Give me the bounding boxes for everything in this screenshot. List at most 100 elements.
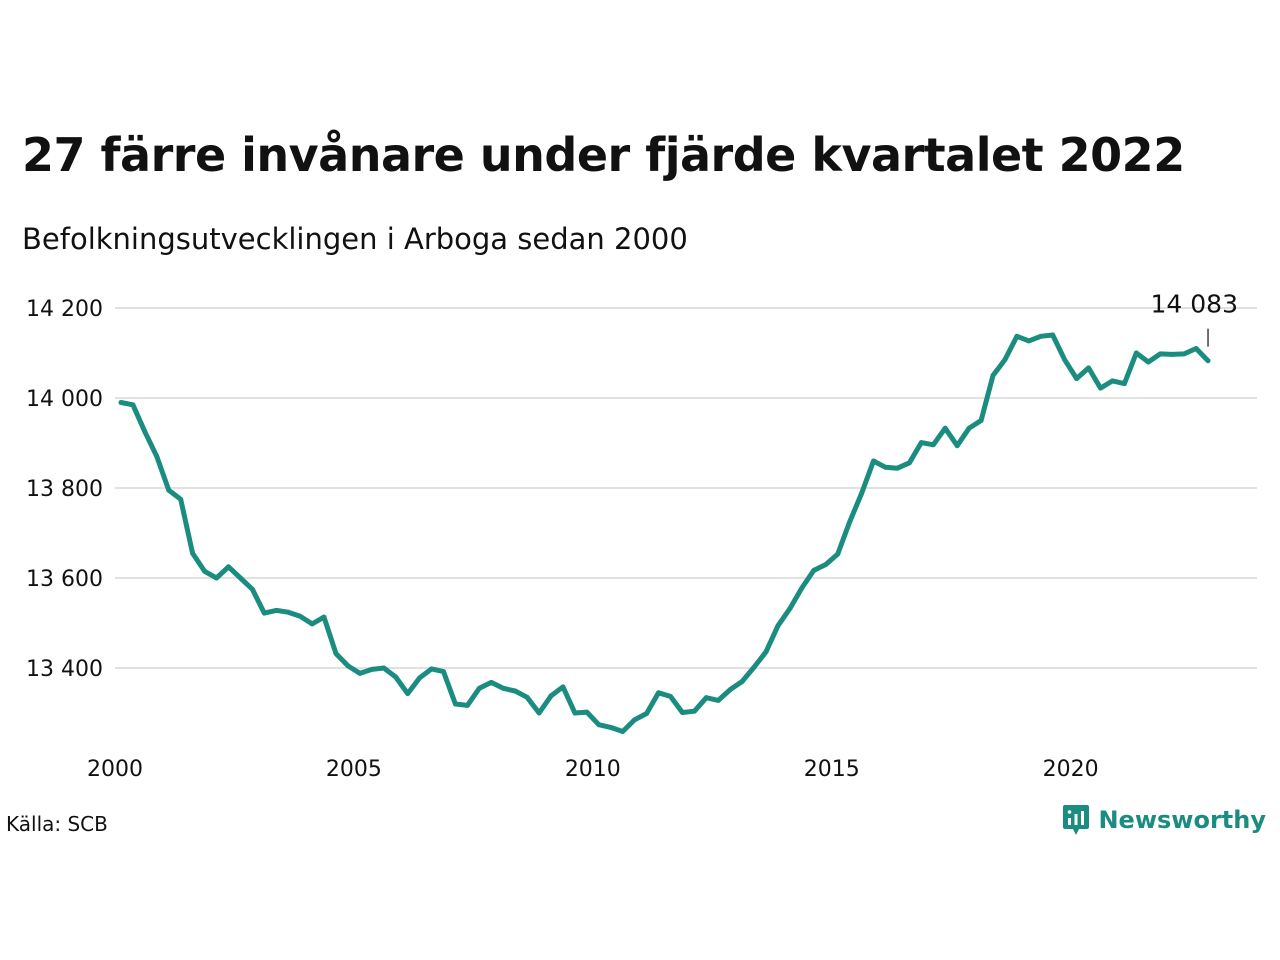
data-point-2001Q3: [190, 550, 196, 556]
data-point-2022Q3: [1193, 346, 1199, 351]
data-point-2015Q1: [835, 551, 841, 557]
y-tick-label: 13 400: [26, 657, 103, 682]
data-point-2022Q2: [1181, 351, 1187, 357]
data-point-2016Q3: [907, 460, 912, 466]
data-point-2020Q3: [1098, 385, 1103, 391]
data-point-2014Q4: [823, 562, 829, 567]
annotation-layer: 14 083: [1151, 290, 1238, 347]
data-point-2000Q4: [154, 454, 160, 459]
data-point-2013Q1: [739, 679, 745, 684]
data-point-2018Q1: [978, 418, 984, 423]
data-point-2021Q1: [1122, 381, 1127, 386]
data-point-2006Q4: [441, 669, 446, 674]
x-tick-label: 2010: [565, 757, 621, 782]
y-tick-label: 14 200: [26, 297, 103, 322]
data-point-2005Q2: [369, 667, 375, 672]
data-point-2009Q4: [584, 709, 590, 715]
data-point-2004Q2: [321, 614, 327, 620]
data-point-2002Q4: [250, 586, 255, 592]
data-point-2014Q3: [811, 568, 817, 573]
data-point-2005Q1: [357, 671, 363, 676]
data-point-2008Q4: [536, 710, 542, 716]
data-point-2016Q4: [918, 440, 924, 445]
data-point-2010Q1: [596, 722, 602, 728]
data-point-2006Q1: [405, 691, 411, 696]
data-point-2000Q2: [130, 402, 136, 408]
last-value-label: 14 083: [1151, 290, 1238, 319]
y-tick-label: 13 800: [26, 477, 103, 502]
data-point-2007Q1: [453, 701, 458, 707]
data-point-2008Q2: [512, 688, 518, 694]
data-point-2019Q2: [1038, 333, 1044, 339]
data-point-2007Q3: [476, 685, 482, 691]
brand-name: Newsworthy: [1098, 806, 1266, 834]
data-point-2021Q3: [1145, 359, 1151, 365]
series-line: [118, 332, 1211, 734]
data-point-2000Q1: [118, 400, 124, 405]
data-point-2020Q2: [1086, 365, 1091, 371]
data-point-2020Q4: [1110, 378, 1115, 384]
series-layer: [118, 332, 1211, 734]
data-point-2009Q2: [560, 684, 566, 690]
data-point-2012Q3: [715, 698, 721, 703]
data-point-2014Q2: [799, 585, 805, 591]
data-point-2015Q4: [871, 458, 876, 464]
data-point-2020Q1: [1074, 376, 1079, 381]
data-point-2004Q4: [345, 663, 351, 669]
y-tick-label: 14 000: [26, 387, 103, 412]
data-point-2006Q2: [417, 675, 422, 681]
data-point-2017Q2: [942, 425, 948, 431]
gridlines: [115, 307, 1257, 669]
x-axis: 2000 2005 2010 2015 2020: [87, 757, 1099, 782]
data-point-2010Q4: [632, 717, 637, 723]
data-point-2002Q2: [226, 564, 231, 570]
data-point-2013Q2: [751, 664, 757, 670]
data-point-2018Q3: [1002, 357, 1008, 363]
data-point-2011Q2: [656, 690, 661, 696]
data-point-2003Q2: [273, 608, 279, 613]
data-point-2013Q3: [763, 649, 769, 655]
data-point-2003Q4: [297, 613, 303, 619]
data-point-2018Q4: [1014, 333, 1020, 339]
data-point-2012Q4: [727, 687, 733, 692]
data-point-2006Q3: [429, 666, 434, 672]
chart-subtitle: Befolkningsutvecklingen i Arboga sedan 2…: [22, 222, 688, 256]
data-point-2010Q2: [608, 725, 614, 730]
data-point-2018Q2: [990, 373, 996, 378]
chart-title: 27 färre invånare under fjärde kvartalet…: [22, 128, 1185, 182]
data-point-2004Q3: [333, 651, 339, 656]
data-point-2019Q1: [1026, 338, 1032, 344]
x-tick-label: 2020: [1043, 757, 1099, 782]
data-point-2001Q4: [202, 568, 208, 574]
newsworthy-logo-icon: [1063, 805, 1090, 835]
data-point-2010Q3: [620, 729, 626, 734]
data-point-2005Q4: [393, 674, 399, 680]
data-point-2014Q1: [787, 606, 793, 611]
data-point-2019Q3: [1050, 332, 1056, 338]
data-point-2011Q4: [680, 710, 685, 715]
data-point-2011Q1: [644, 711, 649, 716]
data-point-2011Q3: [668, 694, 673, 699]
data-point-2021Q2: [1133, 350, 1139, 356]
data-point-2022Q4: [1205, 358, 1211, 364]
data-point-2009Q3: [572, 710, 578, 716]
data-point-2016Q1: [883, 464, 888, 470]
x-tick-label: 2000: [87, 757, 143, 782]
data-point-2015Q2: [847, 519, 853, 525]
brand-logo: Newsworthy: [1062, 803, 1266, 837]
data-point-2007Q2: [465, 703, 470, 708]
data-point-2017Q1: [930, 442, 936, 448]
data-point-2001Q2: [178, 496, 184, 502]
y-axis: 13 400 13 600 13 800 14 000 14 200: [26, 297, 103, 682]
data-point-2021Q4: [1157, 351, 1163, 357]
data-point-2022Q1: [1169, 352, 1175, 357]
data-point-2012Q2: [703, 695, 709, 701]
data-point-2004Q1: [309, 621, 315, 627]
source-note: Källa: SCB: [6, 812, 108, 836]
x-tick-label: 2005: [326, 757, 382, 782]
data-point-2005Q3: [381, 665, 387, 671]
data-point-2013Q4: [775, 623, 781, 629]
data-point-2002Q3: [238, 575, 243, 581]
data-point-2016Q2: [895, 465, 900, 471]
